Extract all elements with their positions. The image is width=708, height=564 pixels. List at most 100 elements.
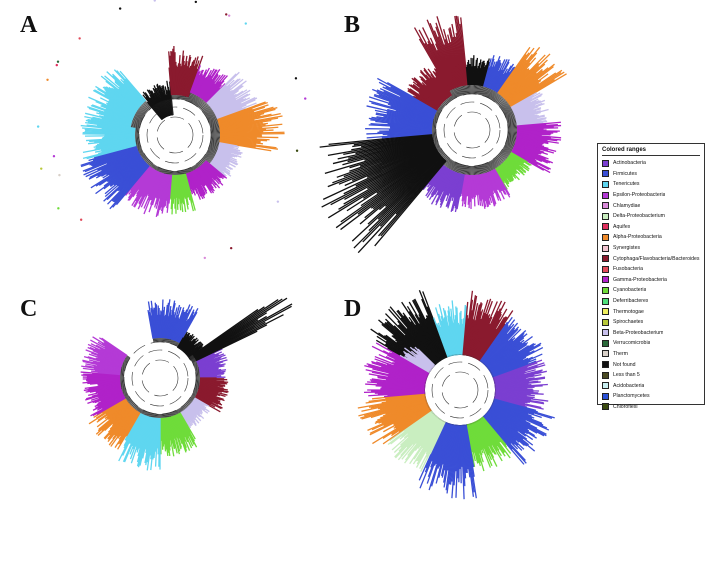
legend-label: Not found — [613, 361, 636, 368]
legend-item: Delta-Proteobacterium — [602, 211, 700, 222]
outlier-dot — [229, 246, 233, 250]
outlier-dot — [304, 97, 307, 100]
legend-item: Gamma-Proteobacteria — [602, 275, 700, 286]
outlier-dot — [225, 13, 228, 16]
legend-label: Aquifex — [613, 223, 631, 230]
legend-swatch — [602, 329, 609, 337]
legend-label: Alpha-Proteobacteria — [613, 234, 662, 241]
legend-swatch — [602, 308, 609, 316]
legend-item: Alpha-Proteobacteria — [602, 232, 700, 243]
legend-item: Deferribacteres — [602, 296, 700, 307]
legend-title: Colored ranges — [602, 147, 700, 156]
legend-swatch — [602, 286, 609, 294]
legend-swatch — [602, 297, 609, 305]
legend-swatch — [602, 382, 609, 390]
legend-label: Actinobacteria — [613, 160, 646, 167]
legend-swatch — [602, 233, 609, 241]
legend-item: Less than 5 — [602, 370, 700, 381]
legend-swatch — [602, 159, 609, 167]
legend-label: Fusobacteria — [613, 266, 643, 273]
legend-item: Verrucomicrobia — [602, 338, 700, 349]
legend-swatch — [602, 350, 609, 358]
legend-item: Epsilon-Proteobacteria — [602, 190, 700, 201]
legend-item: Acidobacteria — [602, 380, 700, 391]
outlier-dot — [57, 207, 60, 210]
outlier-dot — [56, 60, 60, 63]
legend-swatch — [602, 202, 609, 210]
legend-label: Firmicutes — [613, 170, 637, 177]
legend-label: Chlamydiae — [613, 202, 641, 209]
outlier-dot — [294, 77, 298, 80]
legend-label: Therm — [613, 350, 628, 357]
outlier-dot — [40, 167, 43, 170]
colored-ranges-legend: Colored ranges Actinobacteria Firmicutes T… — [597, 143, 705, 411]
outlier-dot — [78, 37, 81, 40]
legend-swatch — [602, 403, 609, 411]
legend-swatch — [602, 223, 609, 231]
panel-label-b: B — [344, 12, 361, 38]
legend-label: Gamma-Proteobacteria — [613, 276, 667, 283]
legend-swatch — [602, 170, 609, 178]
legend-label: Deferribacteres — [613, 298, 649, 305]
tree-panel-c — [80, 297, 293, 471]
tree-panel-d — [357, 289, 555, 500]
outlier-dot — [153, 0, 156, 2]
outlier-dot — [55, 63, 58, 67]
legend-label: Beta-Proteobacterium — [613, 329, 664, 336]
legend-list: Actinobacteria Firmicutes Tenericutes Epsil… — [602, 158, 700, 412]
legend-item: Firmicutes — [602, 169, 700, 180]
legend-label: Synergistes — [613, 245, 641, 252]
outlier-dot — [227, 14, 231, 17]
outlier-dot — [203, 256, 207, 260]
legend-label: Verrucomicrobia — [613, 340, 651, 347]
panel-label-c: C — [20, 296, 38, 322]
legend-item: Synergistes — [602, 243, 700, 254]
legend-item: Fusobacteria — [602, 264, 700, 275]
legend-item: Planctomycetes — [602, 391, 700, 402]
legend-swatch — [602, 265, 609, 273]
legend-label: Epsilon-Proteobacteria — [613, 192, 666, 199]
legend-item: Not found — [602, 359, 700, 370]
legend-swatch — [602, 339, 609, 347]
legend-swatch — [602, 191, 609, 199]
outlier-dot — [295, 149, 299, 152]
legend-item: Tenericutes — [602, 179, 700, 190]
legend-item: Chlamydiae — [602, 200, 700, 211]
outlier-dot — [52, 154, 56, 158]
legend-label: Thermotogae — [613, 308, 644, 315]
legend-label: Cyanobacteria — [613, 287, 647, 294]
legend-label: Less than 5 — [613, 372, 640, 379]
legend-label: Planctomycetes — [613, 393, 650, 400]
legend-swatch — [602, 212, 609, 220]
legend-label: Tenericutes — [613, 181, 640, 188]
legend-item: Thermotogae — [602, 306, 700, 317]
legend-swatch — [602, 244, 609, 252]
legend-swatch — [602, 276, 609, 284]
outlier-dot — [244, 22, 247, 25]
legend-item: Cytophaga/Flavobacteria/Bacteroides — [602, 253, 700, 264]
outlier-dot — [276, 200, 280, 203]
legend-swatch — [602, 180, 609, 188]
outlier-dot — [46, 78, 49, 81]
legend-item: Beta-Proteobacterium — [602, 328, 700, 339]
legend-label: Acidobacteria — [613, 382, 645, 389]
panel-label-a: A — [20, 12, 38, 38]
legend-item: Cyanobacteria — [602, 285, 700, 296]
tree-panel-b — [319, 15, 567, 254]
legend-label: Chloroflexi — [613, 403, 638, 410]
legend-swatch — [602, 392, 609, 400]
legend-swatch — [602, 361, 609, 369]
outlier-dot — [79, 218, 83, 221]
legend-swatch — [602, 371, 609, 379]
legend-item: Therm — [602, 349, 700, 360]
legend-item: Actinobacteria — [602, 158, 700, 169]
legend-label: Spirochaetes — [613, 319, 644, 326]
outlier-dot — [118, 7, 122, 10]
legend-swatch — [602, 318, 609, 326]
tree-panel-a — [80, 46, 285, 218]
outlier-dot — [194, 0, 198, 4]
outlier-dot — [58, 173, 61, 177]
legend-swatch — [602, 255, 609, 263]
legend-label: Cytophaga/Flavobacteria/Bacteroides — [613, 255, 700, 262]
